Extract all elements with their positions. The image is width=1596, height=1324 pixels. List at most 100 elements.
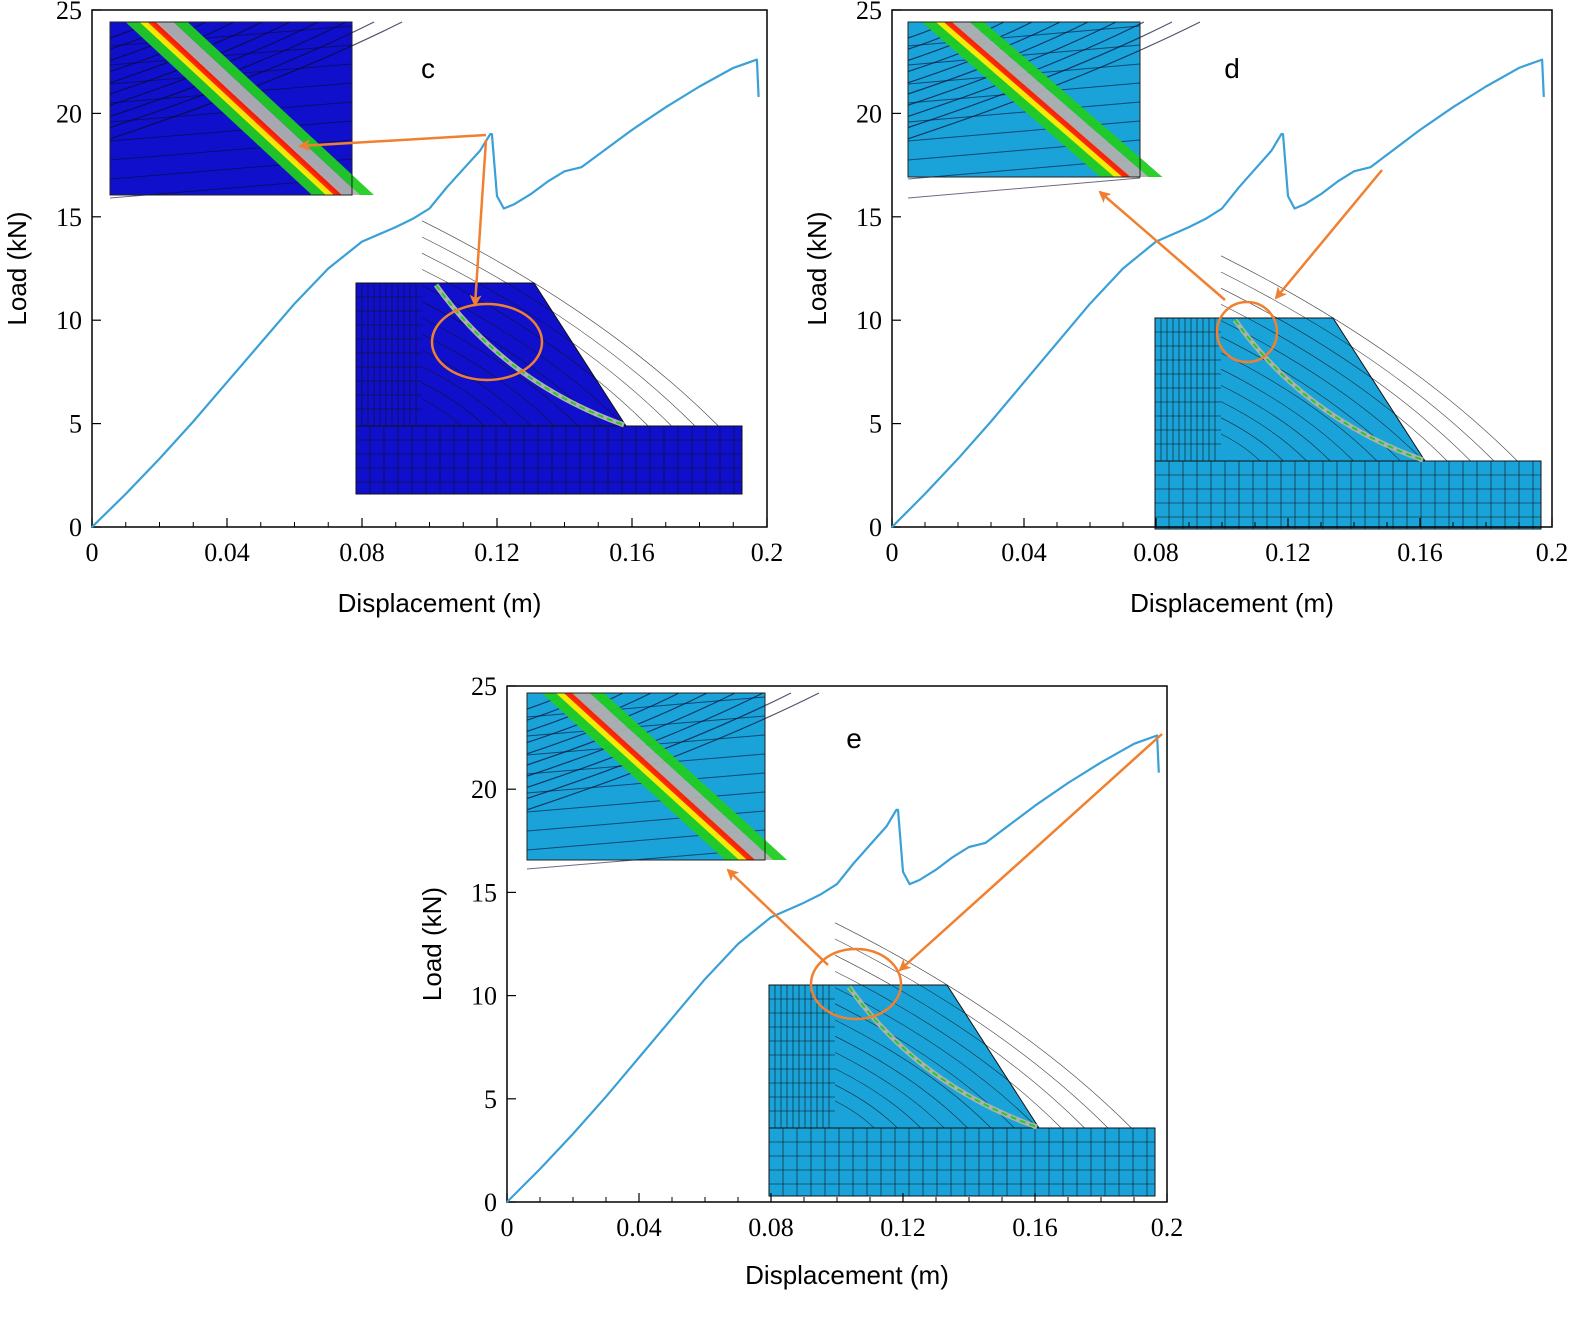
y-tick-label: 15 — [56, 203, 82, 232]
x-tick-label: 0.08 — [339, 538, 385, 567]
model-grid-line — [834, 1035, 968, 1129]
y-tick-label: 15 — [471, 878, 497, 907]
model-grid-line — [834, 1068, 922, 1129]
x-tick-label: 0.08 — [1133, 538, 1179, 567]
detail-mesh-line — [109, 21, 347, 117]
detail-mesh-line — [109, 120, 353, 142]
fracture-detail-inset — [907, 21, 1201, 199]
band-green — [541, 693, 744, 860]
model-base — [1154, 460, 1542, 530]
x-tick-label: 0.08 — [748, 1213, 794, 1242]
model-grid-line — [1220, 417, 1284, 462]
x-tick-label: 0.2 — [1151, 1213, 1184, 1242]
panel-letter: e — [846, 723, 862, 754]
model-grid-line — [421, 269, 649, 427]
y-tick-label: 25 — [471, 672, 497, 701]
x-tick-label: 0.16 — [1397, 538, 1443, 567]
detail-frame — [109, 21, 353, 196]
model-grid-line — [834, 1019, 992, 1129]
band-gray — [155, 22, 360, 195]
detail-frame — [907, 21, 1141, 178]
y-tick-label: 5 — [484, 1085, 497, 1114]
fracture-detail-inset — [526, 692, 820, 870]
x-tick-label: 0.04 — [204, 538, 250, 567]
y-tick-label: 10 — [856, 306, 882, 335]
slip-surface — [846, 985, 1038, 1130]
detail-mesh-line — [907, 21, 1201, 140]
model-slope — [1154, 317, 1426, 462]
model-grid-line — [834, 938, 1109, 1129]
y-tick-label: 25 — [856, 0, 882, 25]
highlight-circle — [430, 302, 544, 382]
highlight-circle — [1215, 300, 1279, 364]
model-grid-line — [421, 333, 555, 427]
band-gray — [951, 22, 1149, 177]
x-tick-label: 0.16 — [1012, 1213, 1058, 1242]
model-base — [355, 425, 743, 495]
model-grid-line — [1220, 352, 1378, 462]
x-axis-label: Displacement (m) — [1130, 588, 1334, 618]
model-grid-line — [421, 236, 696, 427]
y-tick-label: 20 — [56, 99, 82, 128]
x-tick-label: 0.04 — [616, 1213, 662, 1242]
mesh-model-inset — [1154, 255, 1542, 530]
model-grid-line — [421, 285, 626, 427]
detail-mesh-line — [526, 692, 764, 788]
band-green — [173, 22, 374, 195]
detail-mesh-line — [526, 692, 792, 800]
band-green — [125, 22, 330, 195]
y-tick-label: 15 — [856, 203, 882, 232]
panel-letter: c — [421, 53, 435, 84]
y-tick-label: 0 — [484, 1188, 497, 1217]
model-grid-line — [1220, 287, 1471, 462]
model-grid-line — [834, 971, 1062, 1129]
model-grid-line — [1220, 304, 1448, 462]
model-grid-line — [1220, 401, 1308, 462]
model-slope — [768, 984, 1040, 1129]
highlight-circle — [809, 947, 903, 1021]
x-tick-label: 0.12 — [880, 1213, 926, 1242]
load-displacement-curve — [891, 58, 1545, 528]
model-grid-line — [1220, 385, 1331, 462]
model-grid-line — [421, 366, 509, 427]
y-axis-label: Load (kN) — [802, 211, 832, 325]
y-tick-label: 25 — [56, 0, 82, 25]
model-grid-line — [1220, 368, 1354, 462]
band-red — [943, 22, 1133, 177]
x-tick-label: 0.12 — [474, 538, 520, 567]
slip-surface — [433, 283, 625, 428]
model-grid-line — [421, 317, 579, 427]
model-grid-line — [421, 252, 672, 427]
mesh-model-inset — [355, 220, 743, 495]
y-axis-label: Load (kN) — [2, 211, 32, 325]
x-axis-label: Displacement (m) — [338, 588, 542, 618]
y-tick-label: 20 — [856, 99, 882, 128]
band-green — [969, 22, 1163, 177]
x-axis-label: Displacement (m) — [745, 1260, 949, 1290]
model-grid-line — [421, 220, 719, 427]
band-green — [589, 693, 788, 860]
callout-arrow — [1098, 190, 1226, 301]
x-tick-label: 0.2 — [1536, 538, 1569, 567]
model-grid-line — [834, 1052, 945, 1129]
callout-arrow — [469, 139, 488, 307]
y-tick-label: 5 — [69, 410, 82, 439]
y-tick-label: 0 — [869, 513, 882, 542]
y-axis-label: Load (kN) — [417, 887, 447, 1001]
chart-panel-d: 0 0.04 0.08 0.12 0.16 0.2 0 5 10 15 20 25 Displaceme… — [802, 0, 1568, 618]
model-grid-line — [421, 398, 462, 427]
chart-panel-c: 0 0.04 0.08 0.12 0.16 0.2 0 5 10 15 20 25 Displaceme… — [2, 0, 783, 618]
detail-frame — [526, 692, 766, 861]
callout-arrow — [726, 868, 829, 966]
slip-surface — [1232, 318, 1424, 463]
x-tick-label: 0 — [501, 1213, 514, 1242]
model-grid-line — [834, 922, 1132, 1129]
detail-mesh-line — [907, 101, 1141, 123]
model-grid-line — [834, 954, 1085, 1129]
model-grid-line — [1220, 271, 1495, 462]
x-tick-label: 0.12 — [1265, 538, 1311, 567]
band-red — [147, 22, 344, 195]
y-tick-label: 20 — [471, 775, 497, 804]
detail-mesh-line — [526, 692, 820, 811]
model-grid-line — [1220, 255, 1518, 462]
